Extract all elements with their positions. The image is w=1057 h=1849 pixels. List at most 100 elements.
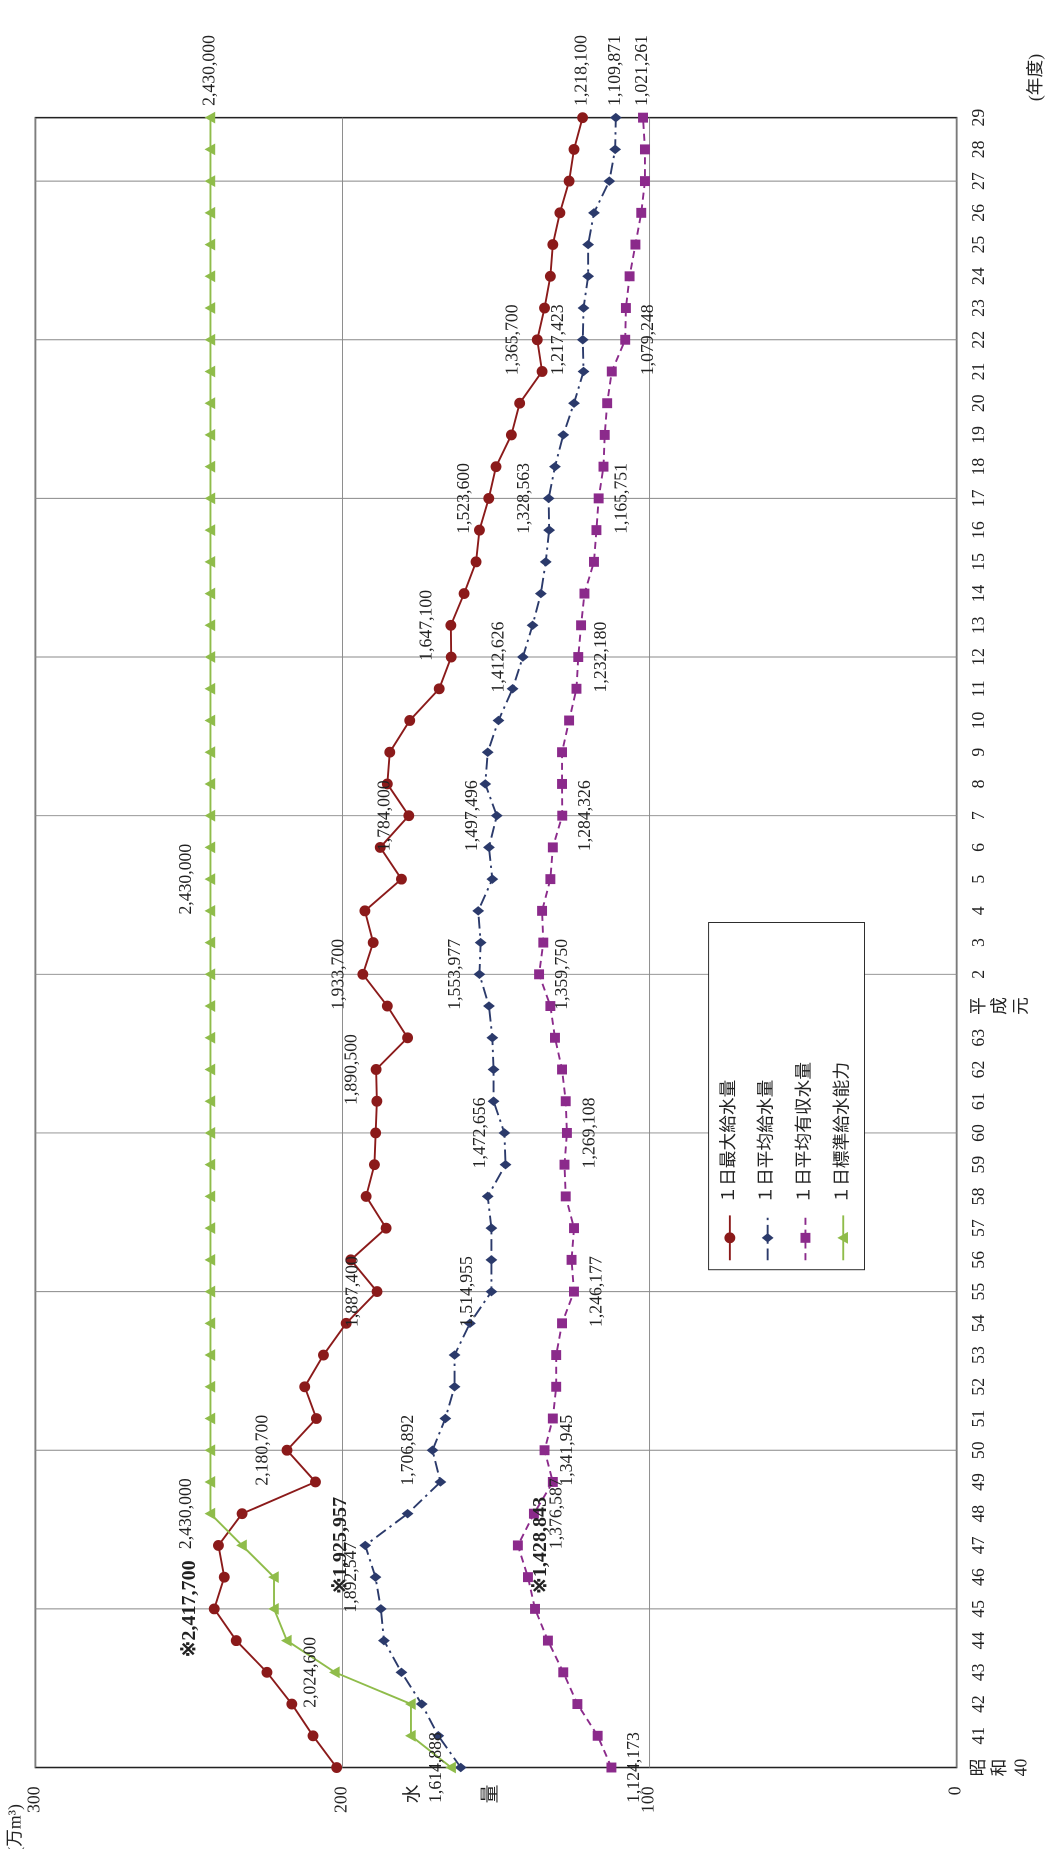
x-tick-label: 24: [969, 267, 989, 286]
marker: [299, 1381, 311, 1393]
x-tick-label-box: 18: [970, 458, 989, 476]
marker: [485, 1286, 498, 1297]
marker: [439, 1413, 452, 1424]
x-tick-label-box: 21: [970, 363, 989, 381]
marker: [426, 1445, 439, 1455]
marker: [544, 270, 556, 282]
marker: [547, 239, 559, 250]
x-tick-label-box: 6: [970, 843, 989, 852]
x-tick-label-box: 49: [969, 1473, 989, 1491]
x-tick-label: 10: [969, 711, 989, 730]
marker: [204, 746, 216, 759]
x-tick-label: 52: [969, 1377, 989, 1396]
marker: [577, 303, 590, 313]
marker: [204, 143, 216, 156]
x-tick-label-box: 2: [970, 970, 989, 979]
x-tick-label-box: 12: [970, 648, 989, 666]
marker: [204, 1253, 216, 1266]
marker: [380, 1222, 392, 1234]
marker: [566, 1254, 577, 1265]
legend-box: [708, 922, 865, 1271]
marker: [204, 365, 216, 378]
marker: [204, 1476, 216, 1488]
marker: [542, 1635, 553, 1646]
marker: [204, 492, 216, 505]
marker: [204, 1412, 216, 1425]
marker: [620, 334, 631, 345]
x-tick-label-box: 53: [969, 1346, 989, 1364]
y-tick-label: 200: [331, 1786, 351, 1813]
x-tick-label: 57: [969, 1219, 989, 1238]
marker: [473, 969, 486, 980]
marker: [204, 1127, 216, 1139]
x-tick-label: 22: [969, 330, 989, 349]
marker: [204, 1380, 216, 1393]
x-tick-label-box: 15: [970, 553, 989, 571]
marker: [638, 112, 648, 123]
marker: [204, 619, 216, 632]
marker: [536, 366, 548, 377]
x-tick-label: 63: [969, 1028, 989, 1047]
marker: [204, 302, 216, 314]
x-tick-label-box: 43: [969, 1663, 989, 1682]
marker: [448, 1350, 461, 1360]
marker: [563, 175, 575, 187]
marker: [560, 1191, 571, 1202]
data-label: 1,887,400: [342, 1256, 362, 1327]
x-tick-label-box: 44: [970, 1632, 989, 1650]
marker: [403, 810, 415, 822]
marker: [472, 906, 485, 916]
data-label: 1,412,626: [487, 621, 507, 692]
marker: [599, 429, 610, 440]
y-axis-label: 水量: [401, 1785, 557, 1806]
x-tick-label-box: 3: [970, 938, 989, 947]
x-tick-label: 23: [969, 299, 989, 317]
x-tick-label: 56: [969, 1251, 989, 1269]
marker: [204, 555, 216, 568]
x-tick-label: 58: [969, 1187, 989, 1206]
marker: [329, 1666, 340, 1679]
marker: [236, 1508, 248, 1520]
marker: [554, 207, 566, 219]
marker: [370, 1064, 382, 1075]
data-label: 1,341,945: [556, 1415, 576, 1486]
legend-marker: [724, 1232, 736, 1244]
x-tick-label: 53: [969, 1346, 989, 1364]
marker: [360, 1190, 372, 1202]
marker: [318, 1349, 329, 1361]
x-tick-label: 42: [969, 1695, 989, 1713]
marker: [538, 937, 549, 948]
data-label: 1,472,656: [469, 1097, 489, 1168]
marker: [487, 1064, 500, 1075]
marker: [573, 652, 584, 662]
marker: [357, 968, 369, 980]
x-tick-label: 17: [969, 489, 989, 508]
x-tick-label-box: 20: [970, 394, 989, 412]
x-tick-label: 49: [969, 1473, 989, 1491]
data-label: 1,218,100: [571, 35, 591, 106]
legend-label: １日平均給水量: [756, 1080, 776, 1204]
x-tick-label: 60: [969, 1124, 989, 1142]
marker: [481, 747, 494, 757]
marker: [498, 1128, 511, 1138]
x-tick-label-box: 46: [970, 1568, 989, 1586]
data-label: 1,124,173: [623, 1732, 643, 1803]
marker: [557, 1318, 567, 1329]
marker: [204, 1063, 216, 1076]
marker: [474, 937, 487, 948]
marker: [534, 969, 545, 980]
x-tick-label: 43: [969, 1663, 989, 1682]
marker: [569, 1223, 579, 1234]
marker: [345, 1254, 357, 1266]
x-tick-label-box: 7: [970, 811, 989, 820]
marker: [281, 1634, 292, 1647]
x-tick-label-box: 28: [970, 141, 989, 159]
x-tick-label-box: 13: [970, 616, 989, 634]
marker: [310, 1413, 322, 1424]
marker: [340, 1317, 352, 1329]
x-tick-label-box: 58: [969, 1187, 989, 1206]
x-tick-label-box: 27: [970, 172, 989, 190]
marker: [636, 207, 647, 218]
marker: [395, 1667, 408, 1678]
